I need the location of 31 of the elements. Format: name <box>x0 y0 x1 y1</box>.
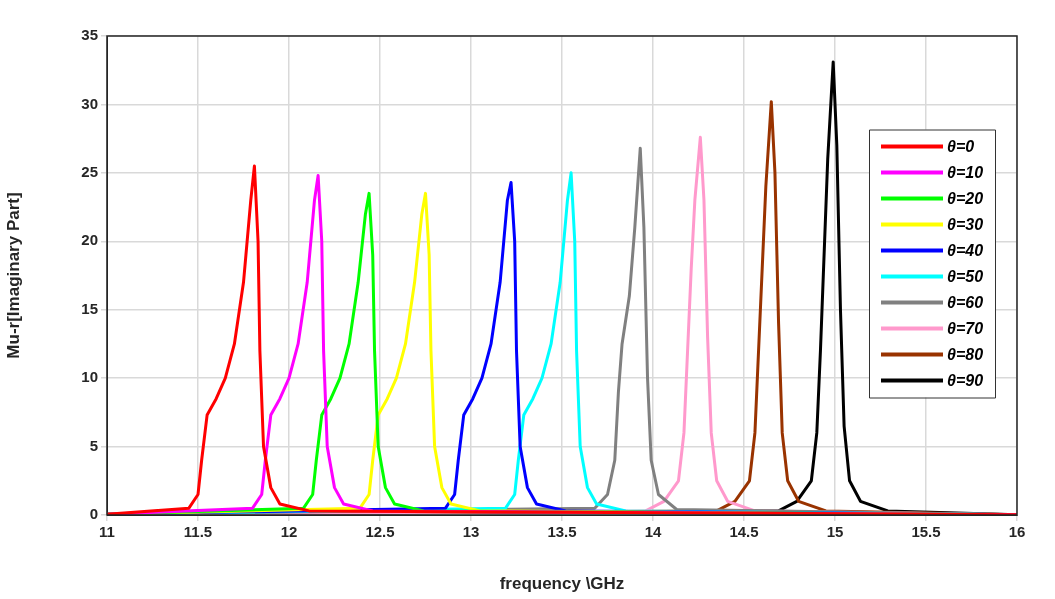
legend-label: θ=10 <box>947 163 984 181</box>
x-tick-label: 11 <box>99 523 115 541</box>
legend-label: θ=80 <box>947 345 984 363</box>
y-tick-label: 35 <box>81 26 98 44</box>
y-tick-label: 5 <box>89 436 98 454</box>
x-tick-label: 14.5 <box>729 523 759 541</box>
y-tick-label: 15 <box>81 299 98 317</box>
legend-label: θ=0 <box>947 137 975 155</box>
x-tick-label: 14 <box>644 523 662 541</box>
x-axis-title: frequency \GHz <box>499 574 625 594</box>
legend-label: θ=50 <box>947 267 984 285</box>
x-tick-label: 15 <box>826 523 844 541</box>
legend-label: θ=60 <box>947 293 984 311</box>
x-tick-label: 13.5 <box>547 523 577 541</box>
x-tick-label: 12.5 <box>365 523 395 541</box>
legend-label: θ=70 <box>947 319 984 337</box>
x-tick-label: 11.5 <box>183 523 213 541</box>
y-tick-label: 20 <box>81 231 98 249</box>
legend-label: θ=30 <box>947 215 984 233</box>
x-tick-label: 16 <box>1008 523 1026 541</box>
y-tick-label: 25 <box>81 163 98 180</box>
x-tick-label: 15.5 <box>911 523 941 541</box>
y-axis-title: Mu-r[Imaginary Part] <box>3 192 23 359</box>
legend-label: θ=20 <box>947 189 984 207</box>
x-tick-label: 13 <box>462 523 480 541</box>
legend-label: θ=90 <box>947 371 984 389</box>
legend-label: θ=40 <box>947 241 984 259</box>
x-tick-label: 12 <box>280 523 298 541</box>
y-tick-label: 0 <box>89 505 98 523</box>
y-tick-label: 10 <box>81 368 98 386</box>
y-tick-label: 30 <box>81 94 98 112</box>
